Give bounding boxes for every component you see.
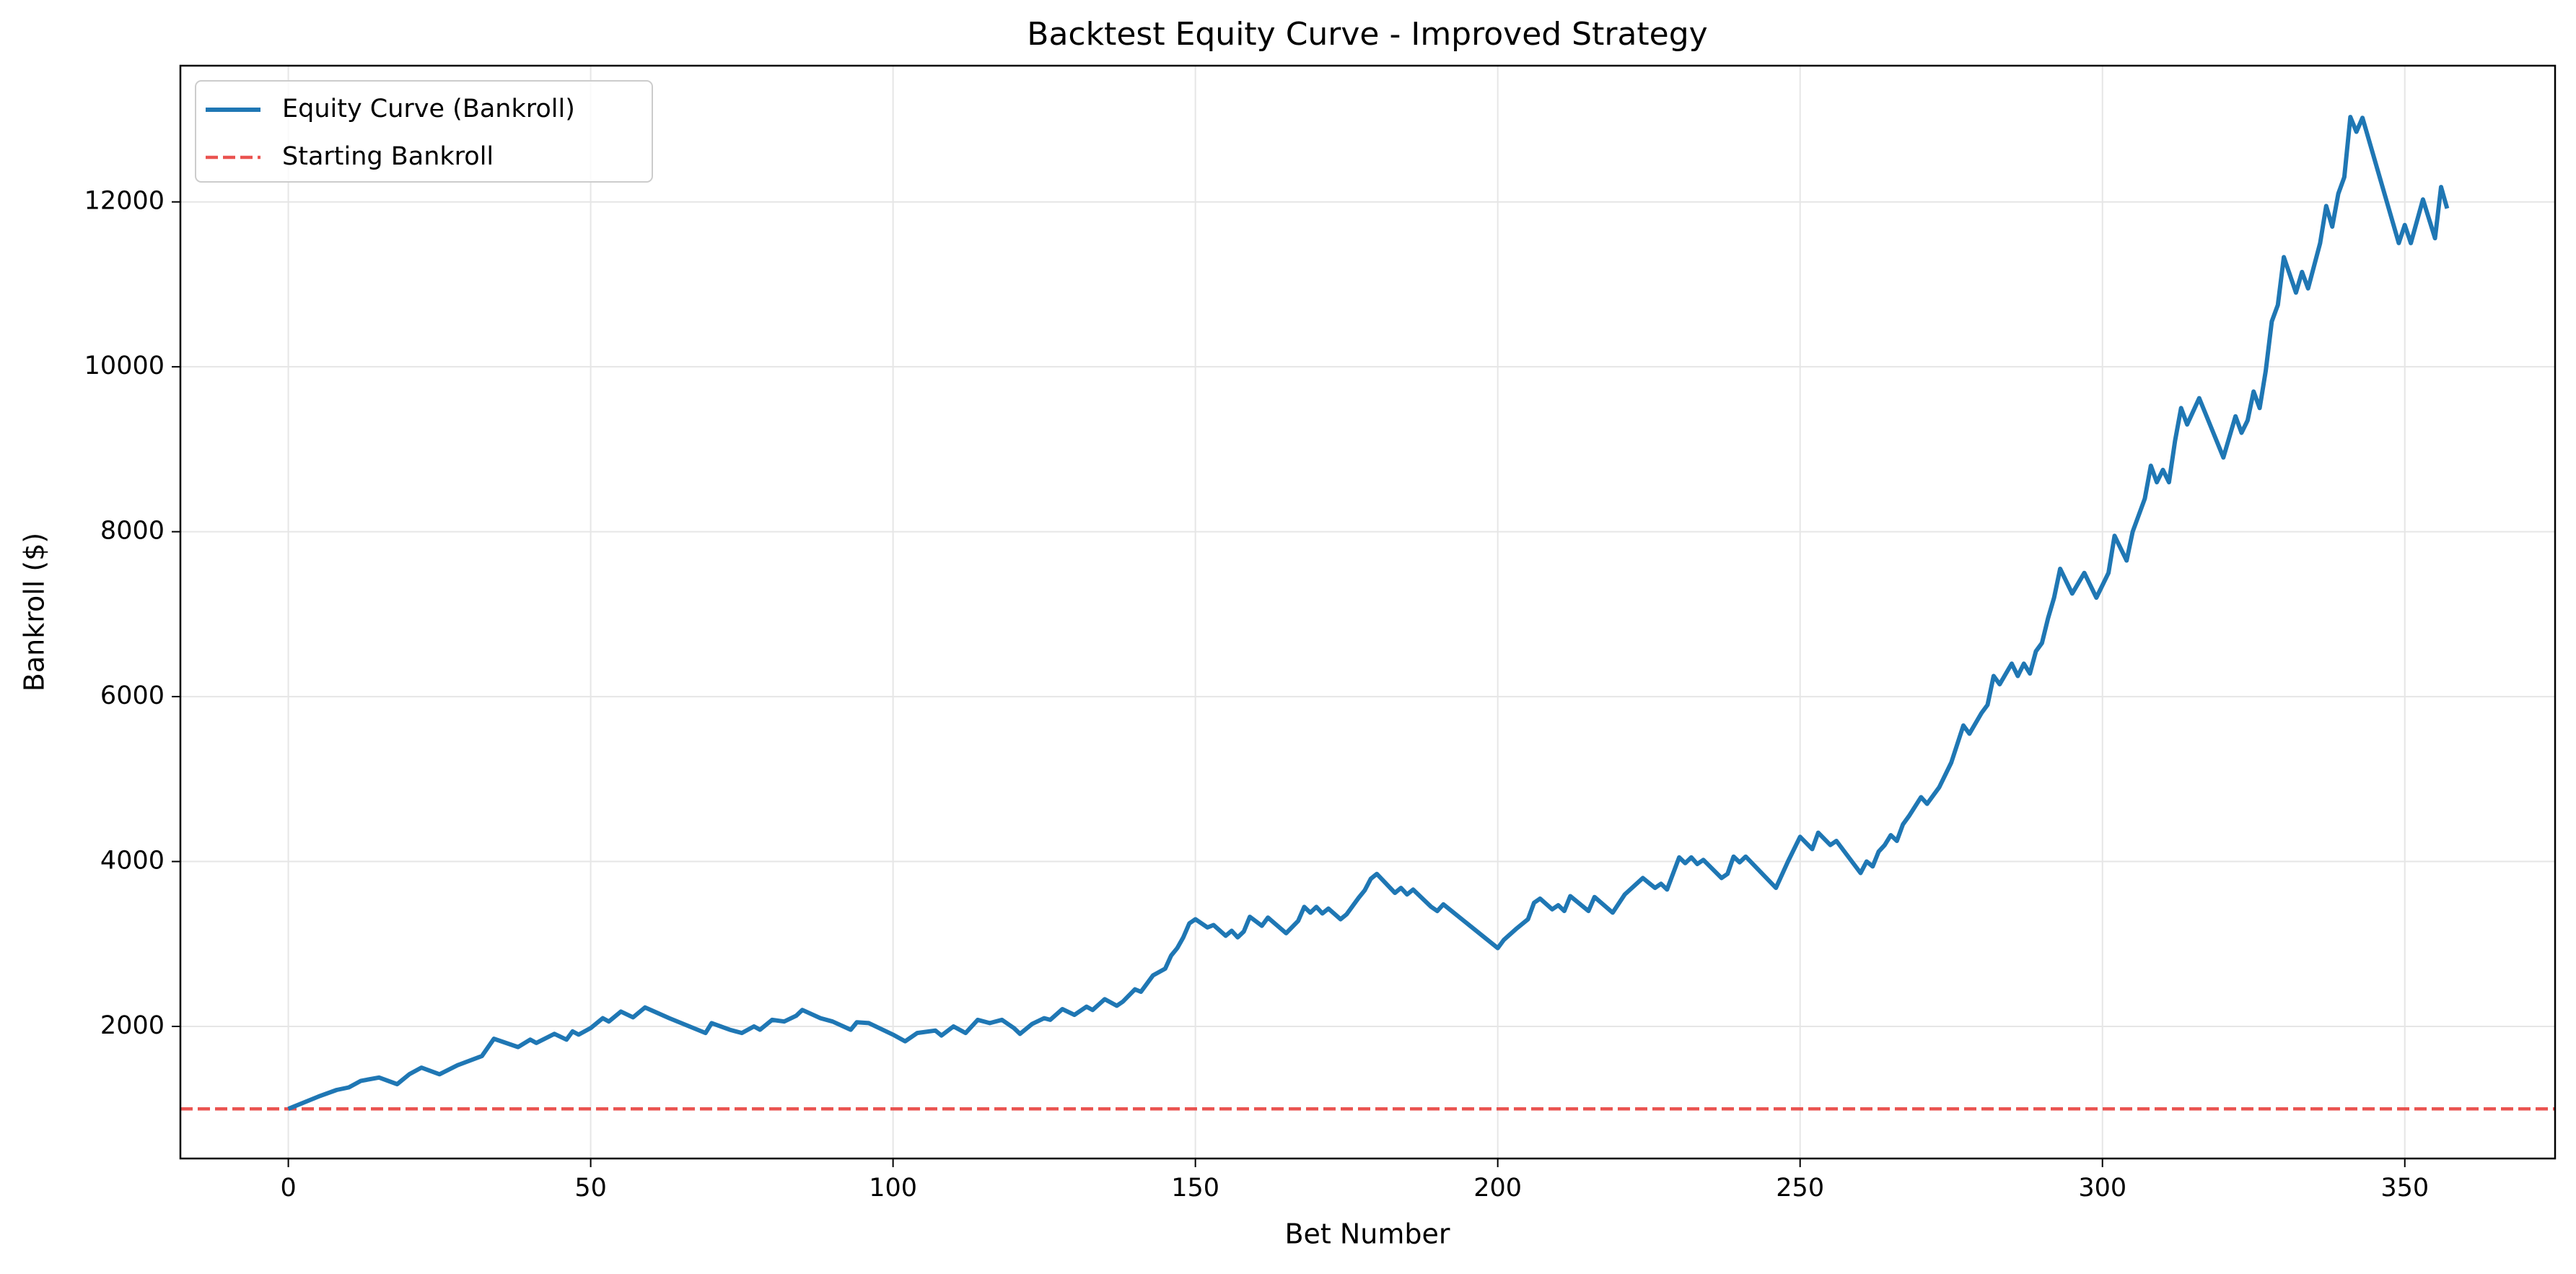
x-tick-label: 0 — [280, 1174, 296, 1203]
y-tick-label: 6000 — [100, 681, 165, 710]
x-tick-label: 50 — [574, 1174, 607, 1203]
x-tick-label: 250 — [1776, 1174, 1824, 1203]
y-tick-label: 4000 — [100, 847, 165, 876]
x-tick-label: 200 — [1473, 1174, 1522, 1203]
x-tick-label: 100 — [869, 1174, 917, 1203]
y-tick-label: 8000 — [100, 517, 165, 546]
x-tick-label: 300 — [2078, 1174, 2126, 1203]
equity-line — [287, 115, 2450, 1111]
x-axis-label: Bet Number — [1284, 1218, 1450, 1250]
legend-label: Starting Bankroll — [282, 142, 494, 171]
x-tick-label: 150 — [1171, 1174, 1219, 1203]
y-tick-label: 10000 — [84, 352, 165, 380]
legend-label: Equity Curve (Bankroll) — [282, 95, 575, 123]
plot-frame — [179, 64, 2557, 1160]
x-tick-label: 350 — [2380, 1174, 2429, 1203]
y-axis-label: Bankroll ($) — [19, 533, 51, 692]
legend-box — [195, 80, 653, 183]
chart-title: Backtest Equity Curve - Improved Strateg… — [1027, 16, 1707, 53]
y-tick-label: 12000 — [84, 187, 165, 216]
y-tick-label: 2000 — [100, 1011, 165, 1040]
